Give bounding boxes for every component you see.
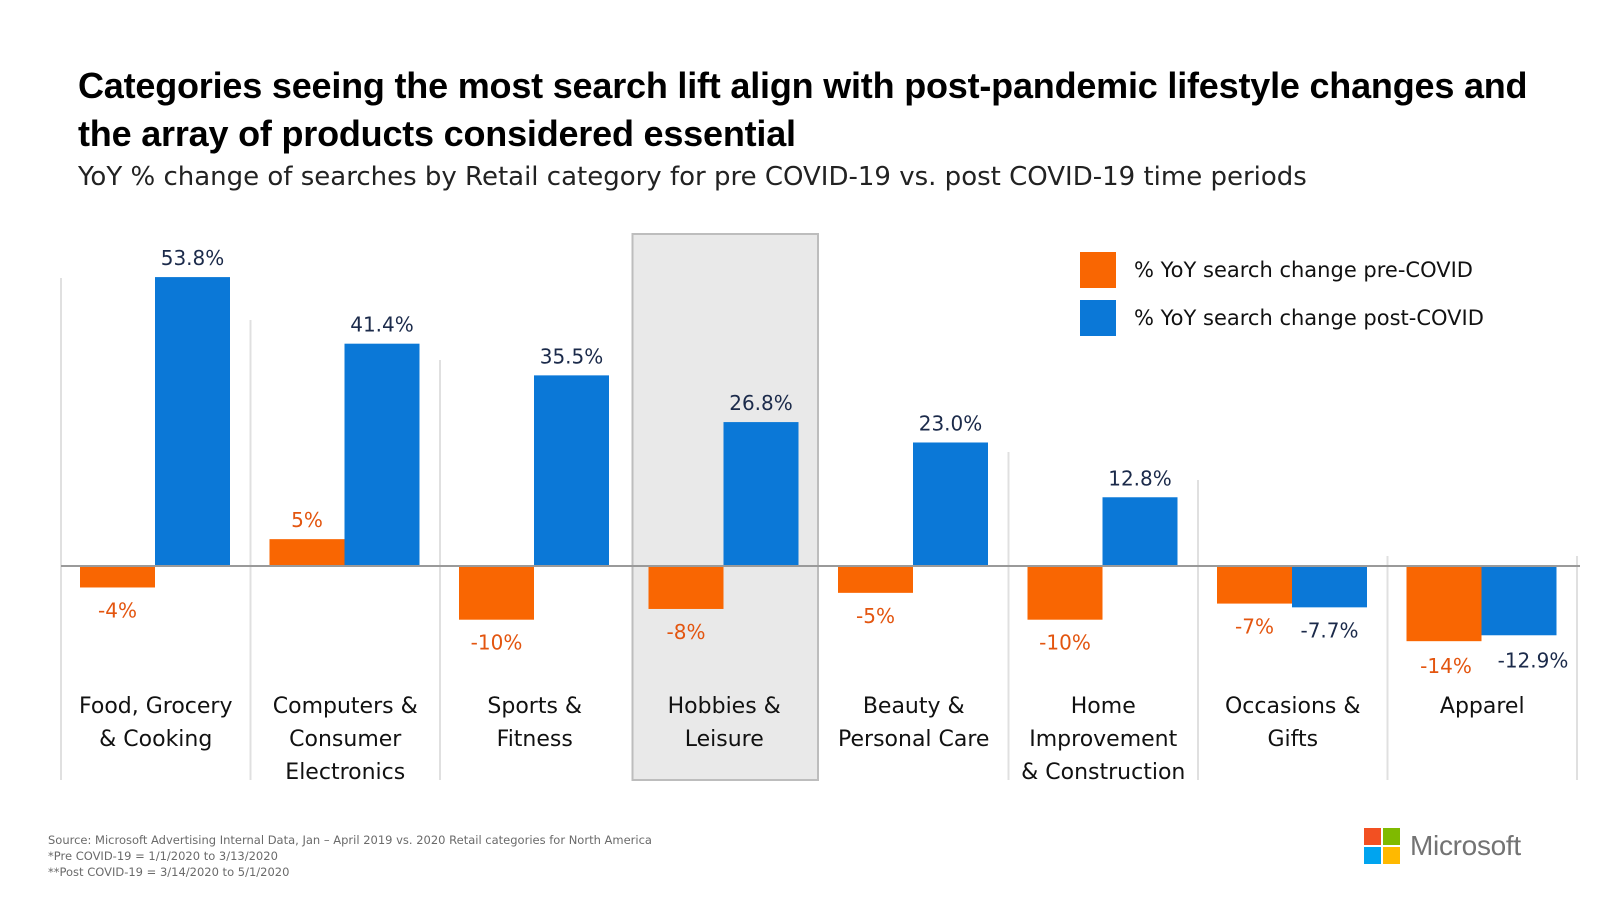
category-label-home-improvement-and-construction: Home Improvement & Construction <box>1021 694 1185 785</box>
bar-post-computers-and-consumer-electronics <box>344 343 420 566</box>
bar-pre-computers-and-consumer-electronics <box>269 539 345 566</box>
value-label: -8% <box>667 620 706 644</box>
bar-pre-occasions-and-gifts <box>1217 566 1292 604</box>
category-label-hobbies-and-leisure: Hobbies & Leisure <box>668 694 781 752</box>
category-label-beauty-and-personal-care: Beauty & Personal Care <box>838 694 989 752</box>
legend-item-pre-covid: % YoY search change pre-COVID <box>1080 252 1484 288</box>
logo-square-blue <box>1364 847 1381 864</box>
value-label: 41.4% <box>350 313 414 337</box>
chart-legend: % YoY search change pre-COVID % YoY sear… <box>1080 252 1484 348</box>
bar-post-home-improvement-and-construction <box>1102 497 1178 566</box>
value-label: -5% <box>856 604 895 628</box>
footnotes: Source: Microsoft Advertising Internal D… <box>48 832 652 880</box>
value-label: -4% <box>98 598 137 622</box>
legend-label-post-covid: % YoY search change post-COVID <box>1134 306 1484 330</box>
value-label: 23.0% <box>919 411 983 435</box>
category-label-computers-and-consumer-electronics: Computers & Consumer Electronics <box>273 694 418 785</box>
legend-swatch-pre-covid <box>1080 252 1116 288</box>
value-label: -7% <box>1235 615 1274 639</box>
bar-post-hobbies-and-leisure <box>723 422 799 566</box>
bar-pre-home-improvement-and-construction <box>1027 566 1103 620</box>
value-label: 5% <box>291 508 323 532</box>
logo-square-yellow <box>1383 847 1400 864</box>
bar-pre-hobbies-and-leisure <box>648 566 724 609</box>
bar-pre-food-grocery-and-cooking <box>80 566 155 588</box>
category-label-food-grocery-and-cooking: Food, Grocery & Cooking <box>79 694 233 752</box>
category-label-sports-and-fitness: Sports & Fitness <box>487 694 582 752</box>
bar-post-apparel <box>1481 566 1557 636</box>
bar-pre-beauty-and-personal-care <box>838 566 913 593</box>
value-label: -10% <box>471 631 523 655</box>
value-label: 35.5% <box>540 344 604 368</box>
microsoft-logo-text: Microsoft <box>1410 830 1521 861</box>
value-label: 26.8% <box>729 391 793 415</box>
bar-pre-apparel <box>1406 566 1482 642</box>
legend-swatch-post-covid <box>1080 300 1116 336</box>
value-label: -7.7% <box>1300 618 1358 642</box>
legend-label-pre-covid: % YoY search change pre-COVID <box>1134 258 1473 282</box>
bar-post-food-grocery-and-cooking <box>155 277 230 566</box>
post-covid-note: **Post COVID-19 = 3/14/2020 to 5/1/2020 <box>48 865 290 879</box>
source-note: Source: Microsoft Advertising Internal D… <box>48 833 652 847</box>
chart-subtitle: YoY % change of searches by Retail categ… <box>78 162 1307 192</box>
microsoft-logo: Microsoft <box>1364 828 1521 864</box>
microsoft-logo-icon <box>1364 828 1400 864</box>
value-label: 53.8% <box>161 246 225 270</box>
value-label: -14% <box>1420 654 1472 678</box>
category-label-occasions-and-gifts: Occasions & Gifts <box>1225 694 1361 752</box>
logo-square-red <box>1364 828 1381 845</box>
legend-item-post-covid: % YoY search change post-COVID <box>1080 300 1484 336</box>
bar-post-beauty-and-personal-care <box>913 442 988 566</box>
bar-post-occasions-and-gifts <box>1292 566 1367 608</box>
chart-title: Categories seeing the most search lift a… <box>78 65 1528 154</box>
pre-covid-note: *Pre COVID-19 = 1/1/2020 to 3/13/2020 <box>48 849 278 863</box>
category-label-apparel: Apparel <box>1440 694 1525 719</box>
value-label: -10% <box>1039 631 1091 655</box>
bar-pre-sports-and-fitness <box>459 566 534 620</box>
value-label: -12.9% <box>1498 648 1569 672</box>
bar-post-sports-and-fitness <box>534 375 609 566</box>
logo-square-green <box>1383 828 1400 845</box>
value-label: 12.8% <box>1108 466 1172 490</box>
